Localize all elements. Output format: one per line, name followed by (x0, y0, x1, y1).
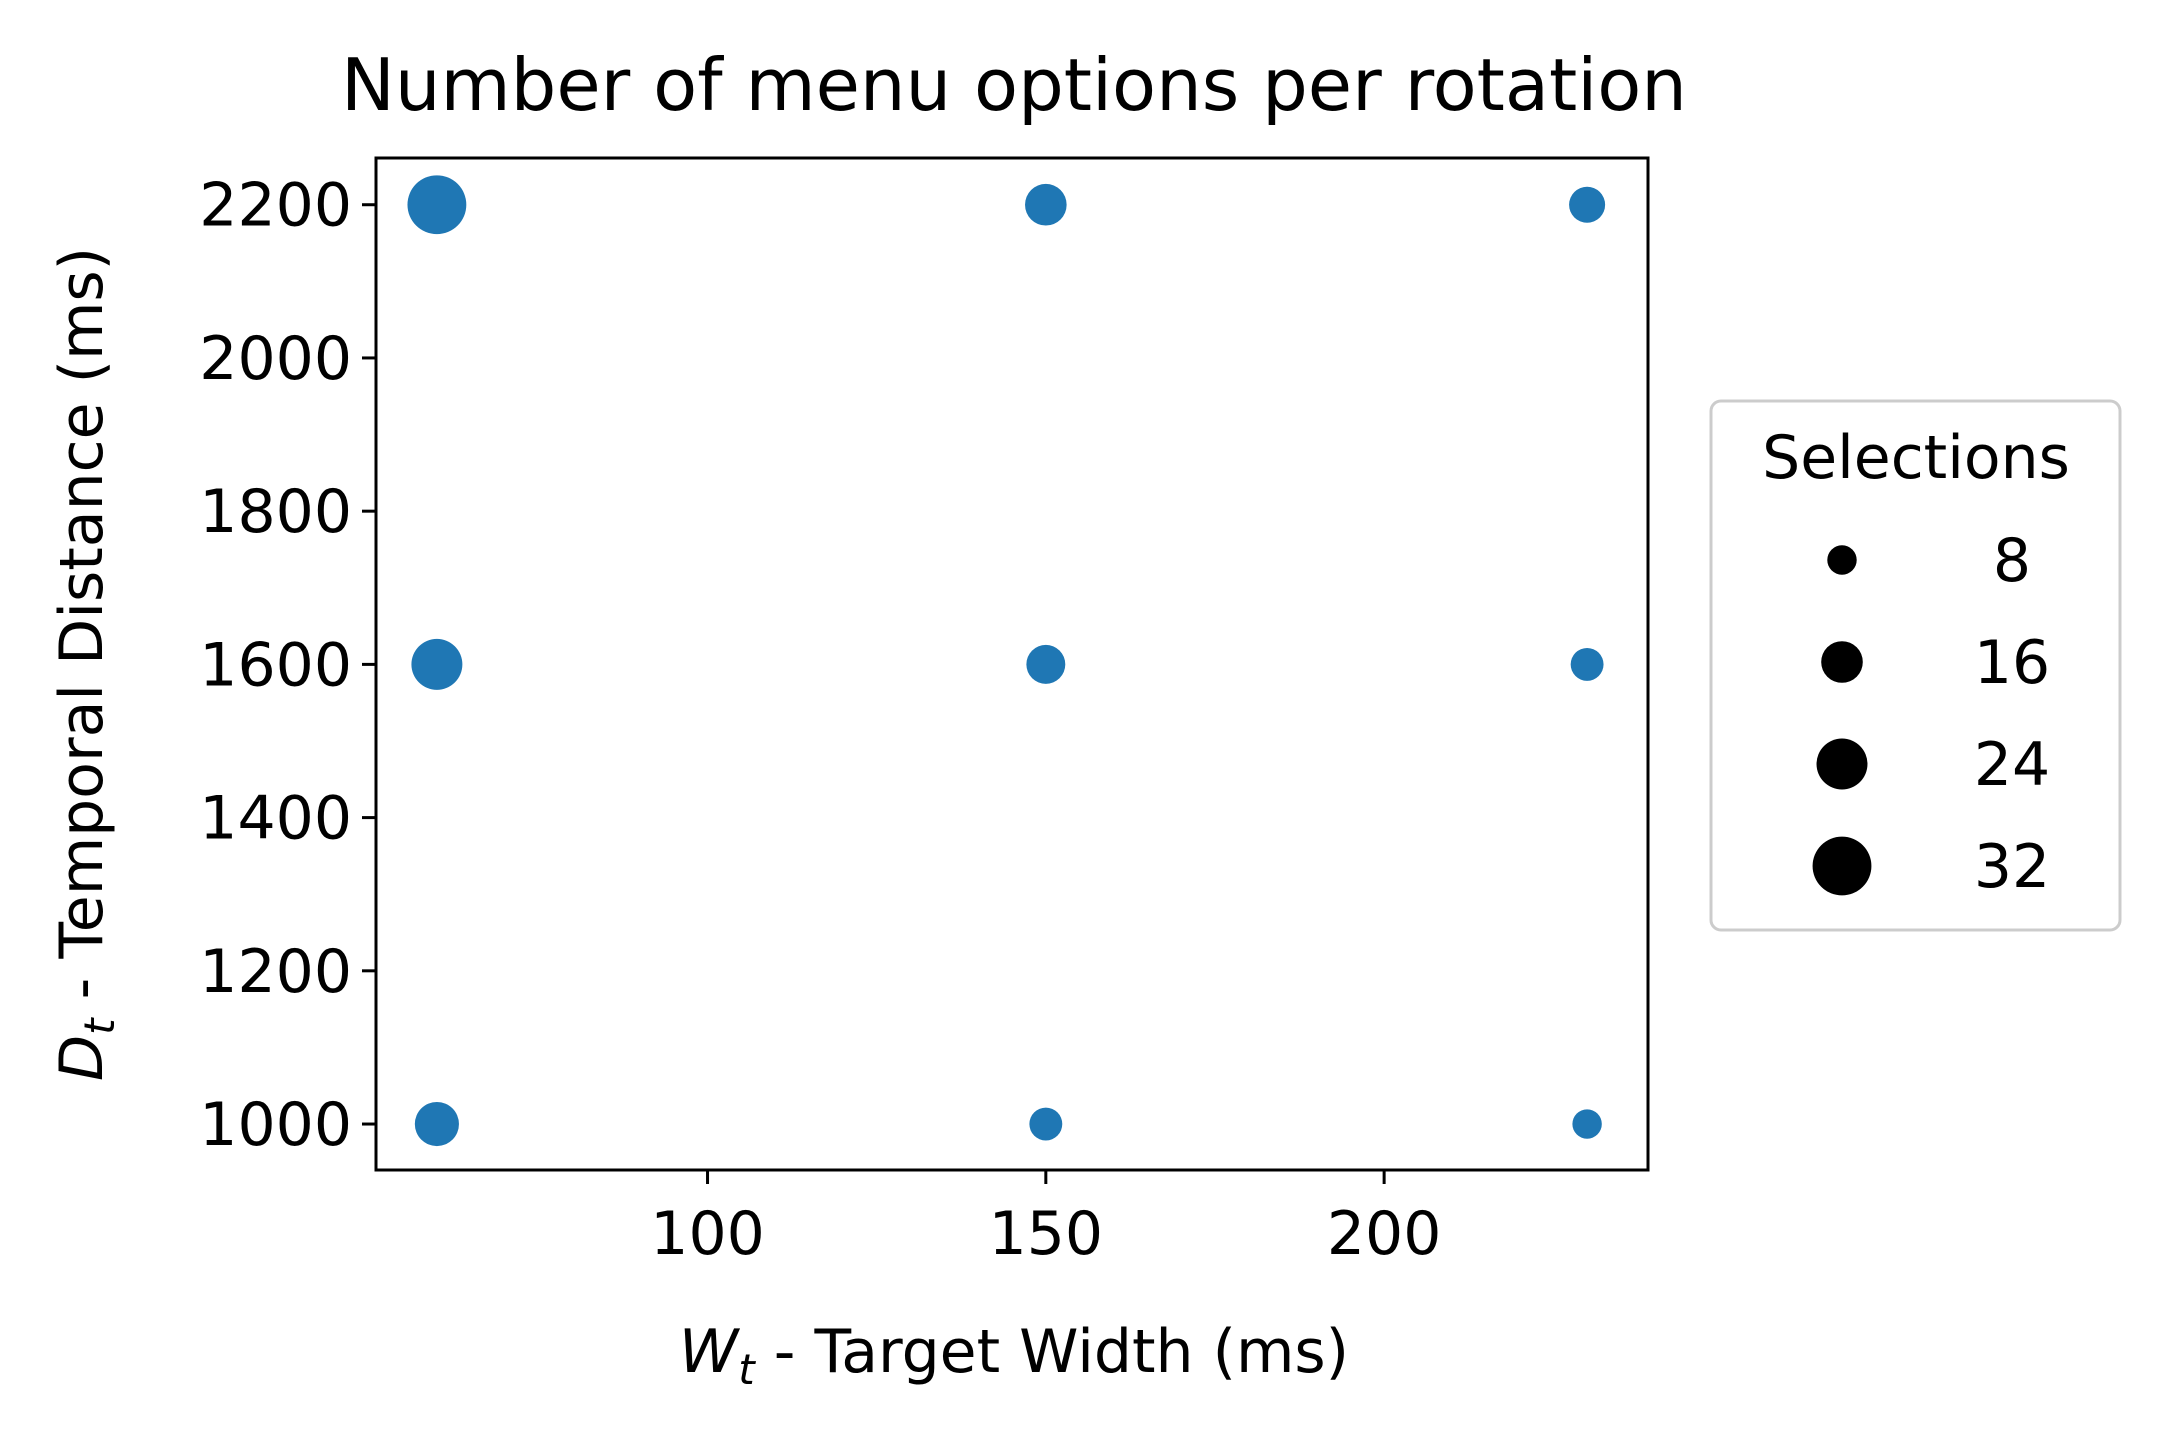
x-axis: 100 150 200 (650, 1170, 1441, 1269)
legend-label: 16 (1974, 628, 2050, 698)
legend-label: 24 (1974, 730, 2050, 800)
plot-area (374, 156, 1650, 1172)
y-axis: 1000 1200 1400 1600 1800 2000 2200 (199, 171, 376, 1160)
data-point (1572, 1109, 1602, 1139)
y-axis-label-sub: t (75, 1017, 124, 1035)
data-point (414, 1101, 459, 1147)
data-point (411, 638, 463, 690)
legend-marker (1827, 545, 1857, 575)
legend-entries: 8 16 24 32 (1812, 526, 2050, 902)
x-tick-label: 100 (650, 1199, 765, 1269)
x-axis-label-main: W (679, 1317, 741, 1387)
y-axis-label-rest: - Temporal Distance (ms) (47, 247, 117, 1019)
x-tick-label: 200 (1327, 1199, 1442, 1269)
y-tick-label: 1200 (199, 937, 352, 1007)
y-tick-label: 2200 (199, 171, 352, 241)
x-axis-label-sub: t (738, 1345, 756, 1394)
legend-title: Selections (1762, 423, 2070, 493)
y-tick-label: 2000 (199, 324, 352, 394)
data-point (1570, 647, 1604, 681)
legend-marker (1821, 641, 1863, 683)
y-tick-label: 1800 (199, 477, 352, 547)
legend: Selections 8 16 24 32 (1709, 399, 2122, 932)
legend-frame (1709, 399, 2122, 932)
y-axis-label: Dt - Temporal Distance (ms) (47, 247, 124, 1081)
x-tick-label: 150 (989, 1199, 1104, 1269)
legend-marker (1812, 836, 1872, 896)
legend-label: 32 (1974, 832, 2050, 902)
y-axis-label-main: D (47, 1035, 117, 1081)
legend-marker (1816, 738, 1868, 790)
data-point (1025, 183, 1067, 226)
legend-label: 8 (1993, 526, 2031, 596)
data-point (1569, 186, 1606, 223)
y-tick-label: 1600 (199, 630, 352, 700)
y-tick-label: 1000 (199, 1090, 352, 1160)
chart-title: Number of menu options per rotation (341, 43, 1687, 127)
data-point (407, 175, 467, 235)
x-axis-label: Wt - Target Width (ms) (679, 1317, 1349, 1394)
data-points (407, 175, 1606, 1147)
x-axis-label-rest: - Target Width (ms) (755, 1317, 1349, 1387)
data-point (1026, 644, 1066, 684)
data-point (1029, 1107, 1063, 1141)
y-tick-label: 1400 (199, 784, 352, 854)
